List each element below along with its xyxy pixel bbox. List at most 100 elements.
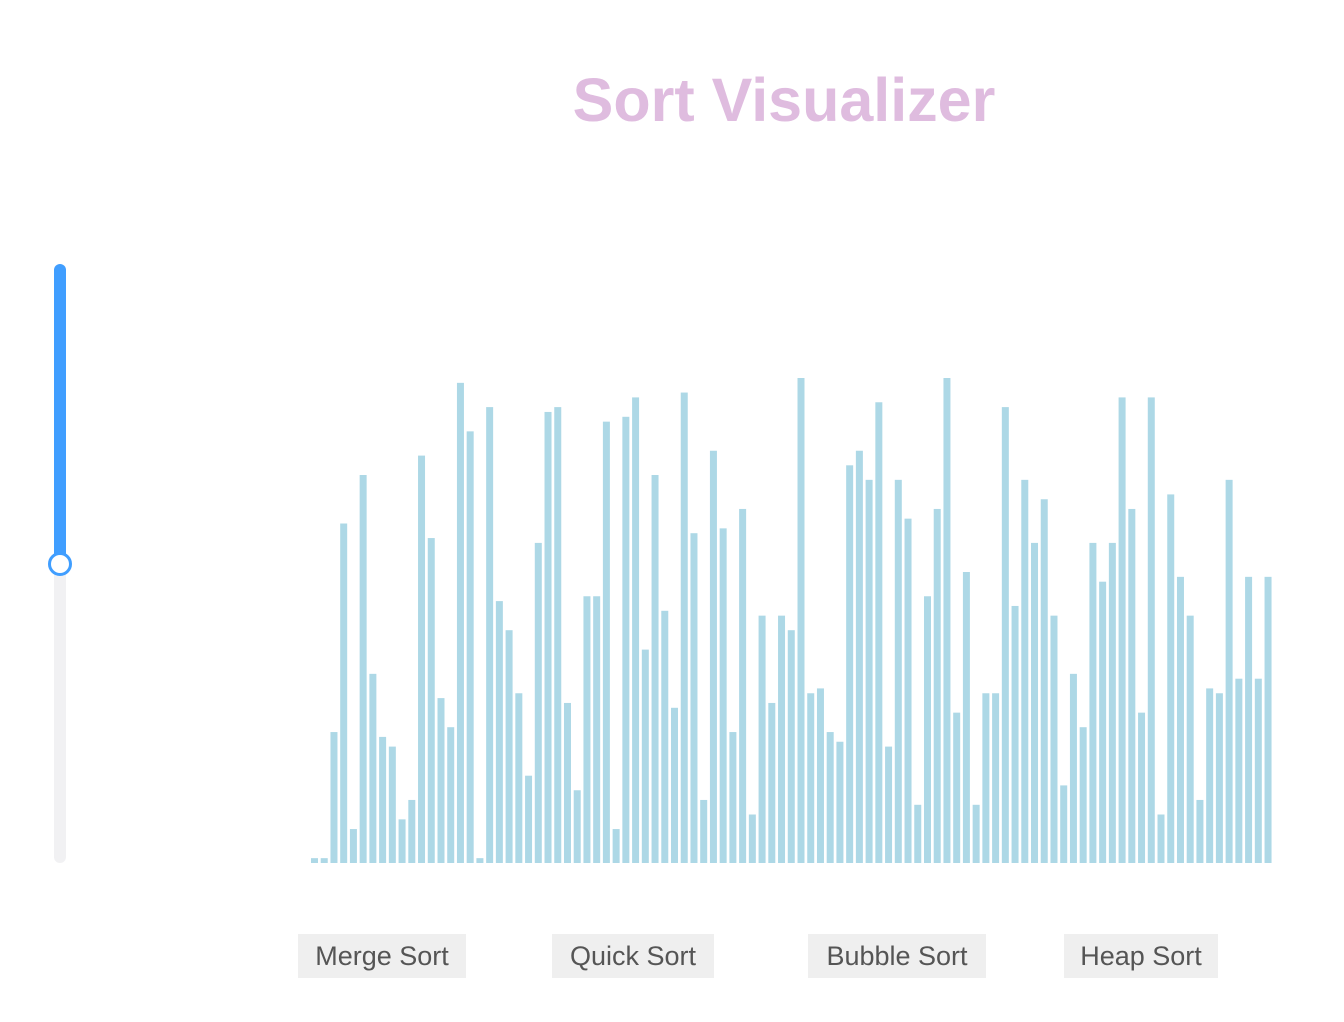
merge-sort-button[interactable]: Merge Sort xyxy=(298,934,466,978)
slider-fill xyxy=(54,264,66,564)
bar xyxy=(641,649,649,863)
bar xyxy=(846,465,854,863)
bar xyxy=(379,736,387,863)
bar xyxy=(534,542,542,863)
bar xyxy=(525,775,533,863)
bar xyxy=(1167,494,1175,863)
bar xyxy=(1031,542,1039,863)
bar xyxy=(1079,727,1087,863)
bar xyxy=(495,601,503,863)
bar xyxy=(418,455,426,863)
bar xyxy=(369,673,377,863)
bar xyxy=(1225,479,1233,863)
bar xyxy=(447,727,455,863)
bar xyxy=(1060,785,1068,863)
bar xyxy=(1040,499,1048,863)
bar xyxy=(1176,576,1184,863)
bar xyxy=(612,829,620,863)
bar xyxy=(671,707,679,863)
bar xyxy=(797,378,805,863)
bar xyxy=(359,475,367,863)
bar xyxy=(1186,615,1194,863)
quick-sort-button[interactable]: Quick Sort xyxy=(552,934,714,978)
sort-buttons: Merge Sort Quick Sort Bubble Sort Heap S… xyxy=(0,934,1344,978)
bar xyxy=(1128,508,1136,863)
bar xyxy=(1011,605,1019,863)
bar xyxy=(719,528,727,863)
bar xyxy=(748,814,756,863)
bar xyxy=(962,572,970,863)
bar xyxy=(690,533,698,863)
bar xyxy=(807,693,815,863)
bar xyxy=(563,702,571,863)
bar xyxy=(729,732,737,863)
bar xyxy=(836,741,844,863)
bar xyxy=(1118,397,1126,863)
bar xyxy=(1264,576,1272,863)
bar xyxy=(709,450,717,863)
bar xyxy=(388,746,396,863)
bar xyxy=(505,630,513,863)
bubble-sort-button[interactable]: Bubble Sort xyxy=(808,934,986,978)
bar xyxy=(885,746,893,863)
bar xyxy=(943,378,951,863)
bar xyxy=(972,804,980,863)
bar xyxy=(583,596,591,863)
bar xyxy=(680,392,688,863)
bar xyxy=(953,712,961,863)
bar xyxy=(408,799,416,863)
bar xyxy=(816,688,824,863)
bar xyxy=(1245,576,1253,863)
bar xyxy=(515,693,523,863)
bar xyxy=(933,508,941,863)
bar xyxy=(349,829,357,863)
bar xyxy=(700,799,708,863)
bar xyxy=(982,693,990,863)
bar xyxy=(622,416,630,863)
slider-handle[interactable] xyxy=(48,551,72,576)
bar xyxy=(1138,712,1146,863)
bar xyxy=(320,858,328,863)
bar xyxy=(651,475,659,863)
bar xyxy=(787,630,795,863)
bar xyxy=(486,407,494,863)
bar xyxy=(1099,581,1107,863)
bar xyxy=(1206,688,1214,863)
bar xyxy=(427,538,435,863)
heap-sort-button[interactable]: Heap Sort xyxy=(1064,934,1218,978)
bar xyxy=(476,858,484,863)
bar xyxy=(1089,542,1097,863)
array-size-slider[interactable] xyxy=(48,264,72,864)
bar xyxy=(573,790,581,863)
bar xyxy=(758,615,766,863)
bar xyxy=(311,858,318,863)
bar xyxy=(904,518,912,863)
bar xyxy=(1021,479,1029,863)
bar xyxy=(739,508,747,863)
bar xyxy=(1254,678,1262,863)
bar xyxy=(778,615,786,863)
bar xyxy=(437,698,445,863)
bar xyxy=(602,421,610,863)
bar xyxy=(1050,615,1058,863)
bar xyxy=(1108,542,1116,863)
bar xyxy=(865,479,873,863)
bar xyxy=(1215,693,1223,863)
bar xyxy=(875,402,883,863)
bar xyxy=(1157,814,1165,863)
bar xyxy=(398,819,406,863)
bar xyxy=(1196,799,1204,863)
bar xyxy=(544,411,552,863)
bar xyxy=(456,382,464,863)
bar xyxy=(1235,678,1243,863)
bar xyxy=(855,450,863,863)
bar xyxy=(593,596,601,863)
bar xyxy=(632,397,640,863)
bar xyxy=(661,610,669,863)
bar xyxy=(894,479,902,863)
page-title: Sort Visualizer xyxy=(572,66,996,134)
bar xyxy=(466,431,474,863)
bar xyxy=(768,702,776,863)
